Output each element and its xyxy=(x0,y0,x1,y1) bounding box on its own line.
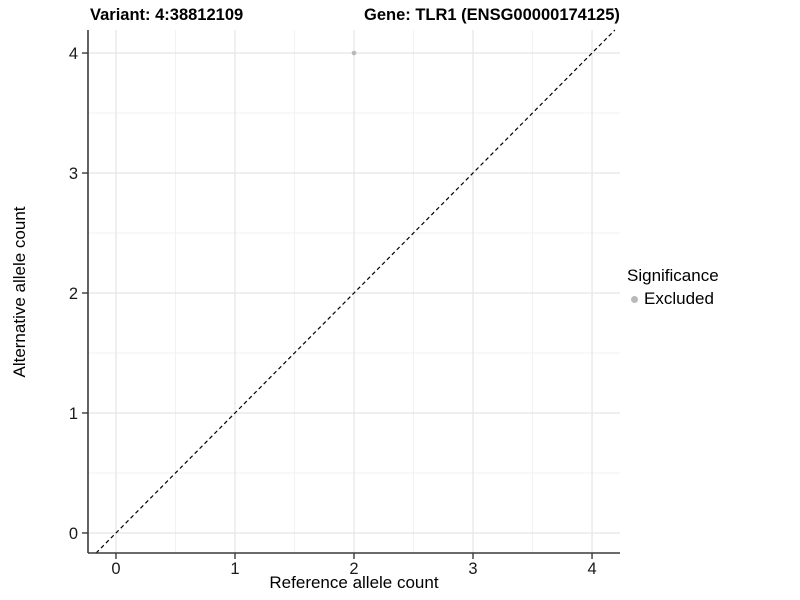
y-tick-label: 4 xyxy=(69,45,78,63)
x-tick-label: 4 xyxy=(587,560,596,578)
x-tick-label: 1 xyxy=(230,560,239,578)
x-tick-label: 2 xyxy=(349,560,358,578)
plot-title-gene: Gene: TLR1 (ENSG00000174125) xyxy=(364,6,620,24)
y-tick-label: 1 xyxy=(69,405,78,423)
y-tick-label: 3 xyxy=(69,165,78,183)
plot-title-variant: Variant: 4:38812109 xyxy=(90,6,244,24)
legend-title: Significance xyxy=(627,266,719,285)
legend-item-label: Excluded xyxy=(644,289,714,308)
x-axis-title: Reference allele count xyxy=(269,573,439,592)
legend-point-icon xyxy=(631,295,638,303)
data-point xyxy=(351,50,357,56)
identity-reference-line xyxy=(95,29,616,554)
y-axis-title: Alternative allele count xyxy=(10,206,29,378)
y-tick-label: 0 xyxy=(69,525,78,543)
legend: Significance Excluded xyxy=(627,266,719,309)
x-tick-label: 0 xyxy=(111,560,120,578)
y-tick-label: 2 xyxy=(69,285,78,303)
legend-item-excluded: Excluded xyxy=(627,289,719,309)
x-tick-label: 3 xyxy=(468,560,477,578)
